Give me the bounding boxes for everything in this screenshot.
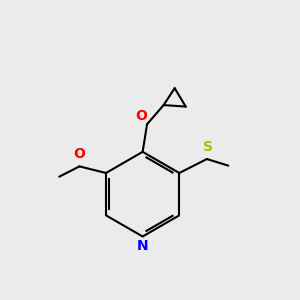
Text: O: O (135, 109, 147, 123)
Text: N: N (137, 239, 148, 254)
Text: S: S (202, 140, 213, 154)
Text: O: O (73, 147, 85, 161)
